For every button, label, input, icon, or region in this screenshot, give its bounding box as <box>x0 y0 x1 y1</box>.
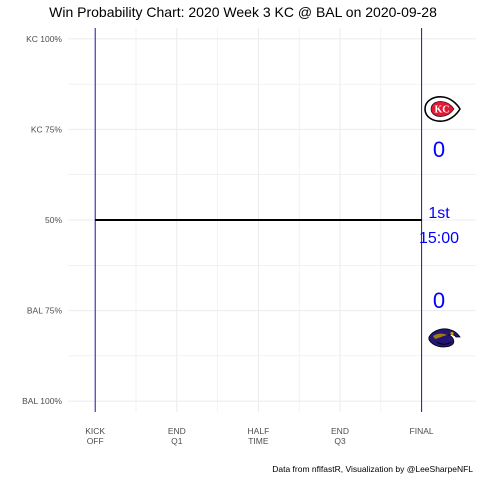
x-tick-label: FINAL <box>410 426 434 436</box>
kc-chiefs-logo-icon: KC <box>424 96 461 122</box>
y-tick-label: KC 75% <box>31 124 63 134</box>
chart-caption: Data from nflfastR, Visualization by @Le… <box>272 464 473 474</box>
y-tick-label: 50% <box>45 215 62 225</box>
x-axis-ticks: KICK OFF END Q1 HALF TIME END Q3 FINAL <box>85 426 434 446</box>
x-tick-label: END Q3 <box>331 426 349 446</box>
y-tick-label: BAL 100% <box>22 396 62 406</box>
y-tick-label: KC 100% <box>26 34 62 44</box>
bal-ravens-logo-icon <box>428 328 461 348</box>
chart-title: Win Probability Chart: 2020 Week 3 KC @ … <box>49 4 437 20</box>
x-tick-label: HALF TIME <box>248 426 270 446</box>
game-quarter: 1st <box>428 205 450 222</box>
game-clock: 15:00 <box>419 230 459 247</box>
y-axis-ticks: KC 100% KC 75% 50% BAL 75% BAL 100% <box>22 34 62 406</box>
y-tick-label: BAL 75% <box>27 306 63 316</box>
x-tick-label: KICK OFF <box>85 426 105 446</box>
bal-score: 0 <box>433 288 445 313</box>
x-tick-label: END Q1 <box>168 426 186 446</box>
kc-score: 0 <box>433 137 445 162</box>
svg-text:KC: KC <box>435 105 450 116</box>
